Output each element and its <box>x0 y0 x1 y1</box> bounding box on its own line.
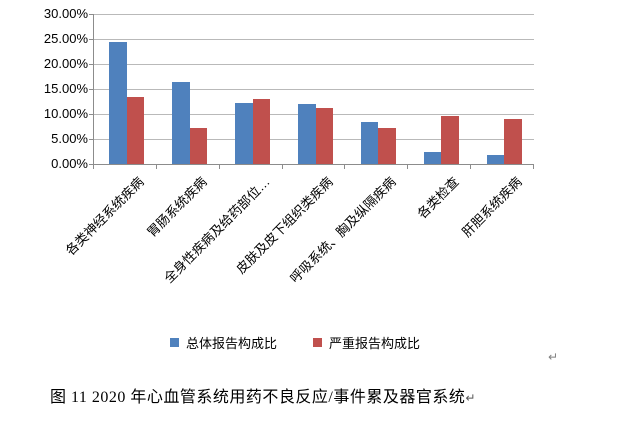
x-axis-tick <box>155 165 157 169</box>
legend-label: 严重报告构成比 <box>329 336 421 351</box>
legend-swatch-icon <box>313 338 322 347</box>
x-axis-tick-label: 各类检查 <box>414 174 462 222</box>
x-axis-tick <box>344 165 346 169</box>
figure-caption: 图 11 2020 年心血管系统用药不良反应/事件累及器官系统↵ <box>50 383 590 407</box>
bar-chart: 0.00% 5.00% 10.00% 15.00% 20.00% 25.00% 30.00%… <box>43 6 534 352</box>
legend-label: 总体报告构成比 <box>185 336 277 351</box>
y-axis-tick <box>89 14 93 15</box>
bar-severe <box>252 98 271 164</box>
y-axis-tick-label: 0.00% <box>51 156 88 171</box>
paragraph-mark-icon: ↵ <box>548 350 559 364</box>
x-axis-tick <box>470 165 472 169</box>
y-axis-tick-label: 5.00% <box>51 131 88 146</box>
bar-severe <box>378 128 396 164</box>
x-axis-tick-label: 全身性疾病及给药部位… <box>161 174 273 286</box>
y-axis-tick <box>89 89 93 90</box>
x-axis-tick-label: 呼吸系统、胸及纵隔疾病 <box>286 174 399 286</box>
y-axis-tick <box>89 39 93 40</box>
gridline <box>94 88 534 90</box>
chart-legend: 总体报告构成比 严重报告构成比 <box>75 333 515 352</box>
gridline <box>94 38 534 40</box>
legend-swatch-icon <box>169 338 179 347</box>
x-axis-tick <box>533 165 534 169</box>
figure-caption-text: 图 11 2020 年心血管系统用药不良反应/事件累及器官系统 <box>50 389 466 406</box>
plot-area <box>93 13 534 165</box>
x-axis-tick-label: 肝胆系统疾病 <box>458 174 525 240</box>
bar-severe <box>126 96 145 164</box>
x-axis-tick <box>281 165 283 169</box>
y-axis-tick <box>89 114 93 115</box>
x-axis-tick-label: 各类神经系统疾病 <box>62 174 148 259</box>
y-axis-tick-label: 30.00% <box>43 6 88 21</box>
x-axis-tick <box>218 165 220 169</box>
bar-severe <box>315 107 333 164</box>
gridline <box>94 13 534 15</box>
bar-overall <box>235 102 253 164</box>
bar-severe <box>189 127 208 164</box>
bar-severe <box>441 115 459 164</box>
legend-item: 严重报告构成比 <box>313 333 420 352</box>
y-axis-tick <box>89 139 93 140</box>
bar-overall <box>172 82 190 164</box>
bar-overall <box>109 42 127 164</box>
y-axis-tick <box>89 64 93 65</box>
x-axis-tick <box>407 165 409 169</box>
bar-overall <box>423 151 442 164</box>
y-axis-tick-label: 15.00% <box>43 81 88 96</box>
bar-overall <box>486 154 505 164</box>
caption-return-mark-icon: ↵ <box>465 391 476 405</box>
bar-overall <box>360 122 379 164</box>
y-axis-tick-label: 20.00% <box>43 56 88 71</box>
x-axis-tick <box>93 165 94 169</box>
y-axis-tick <box>89 164 93 165</box>
legend-item: 总体报告构成比 <box>169 333 277 352</box>
bar-overall <box>298 104 316 164</box>
bar-severe <box>504 118 522 164</box>
y-axis-tick-label: 10.00% <box>43 106 88 121</box>
y-axis-tick-label: 25.00% <box>43 31 88 46</box>
gridline <box>94 63 534 65</box>
